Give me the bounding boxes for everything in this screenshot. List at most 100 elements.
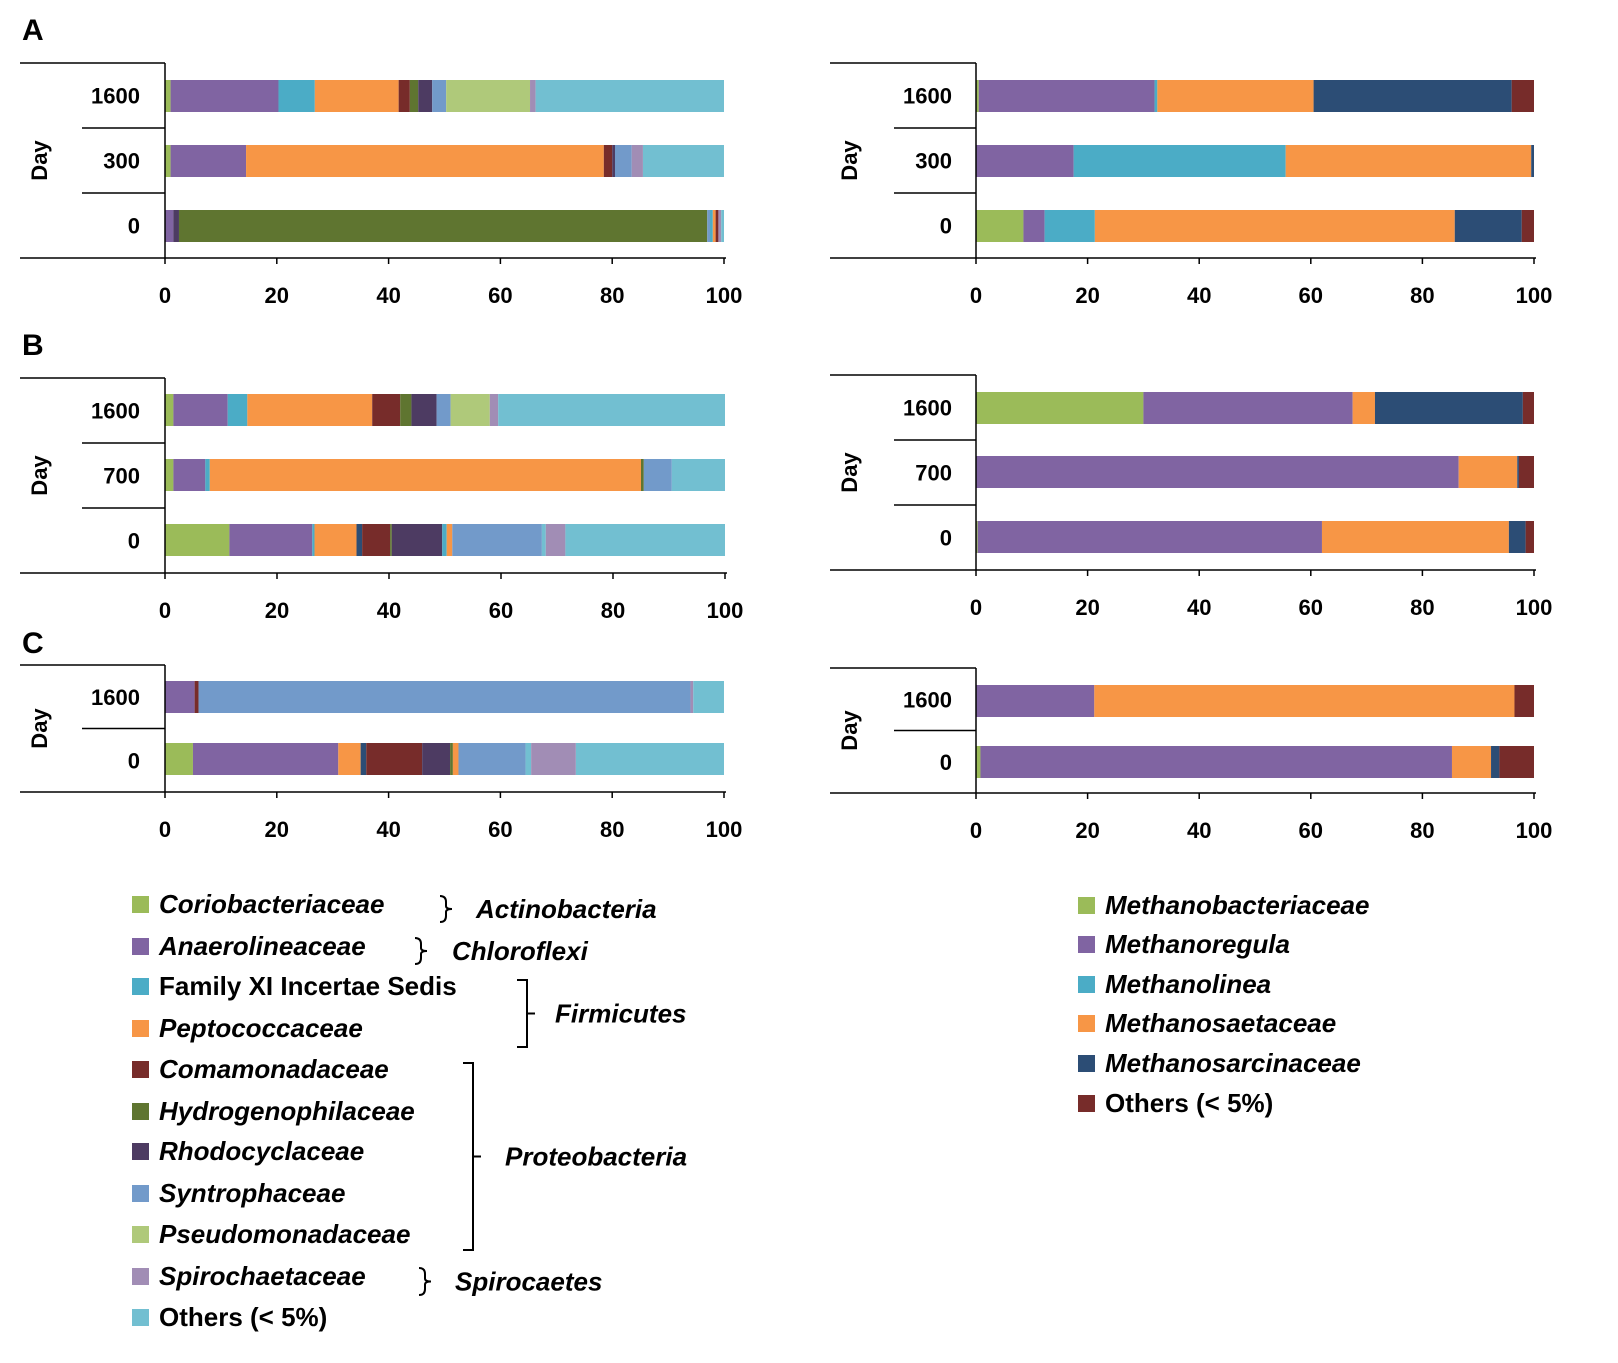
category-label: 0: [940, 750, 952, 775]
legend-brace: [414, 937, 428, 965]
category-label: 1600: [91, 84, 140, 109]
legend-label: Methanolinea: [1105, 969, 1271, 999]
legend-brace: [418, 1267, 432, 1296]
x-tick-label: 20: [265, 283, 289, 308]
bar-segment-others-5: [575, 743, 724, 775]
legend-label: Others (< 5%): [159, 1302, 327, 1332]
bar-segment-peptococcaceae: [209, 459, 642, 491]
bar-segment-coriobacteriaceae: [165, 80, 171, 112]
bar-segment-family-xi-incertae-sedis: [227, 394, 248, 426]
x-tick-label: 60: [489, 598, 513, 623]
legend-label: Others (< 5%): [1105, 1088, 1273, 1118]
bar-segment-peptococcaceae: [338, 743, 361, 775]
bar-segment-comamonadaceae: [366, 743, 423, 775]
bar-segment-others-5: [642, 145, 724, 177]
bar-segment-methanoregula: [1023, 210, 1045, 242]
category-label: 300: [103, 149, 140, 174]
bar-segment-anaerolineaceae: [165, 681, 195, 713]
bar-segment-anaerolineaceae: [173, 394, 228, 426]
bar-segment-others-5: [565, 524, 725, 556]
legend-swatch: [1078, 897, 1095, 914]
legend-label: Methanosaetaceae: [1105, 1008, 1336, 1038]
legend-swatch: [132, 1309, 149, 1326]
bar-segment-pseudomonadaceae: [450, 394, 490, 426]
category-label: 700: [915, 461, 952, 486]
bar-segment-syntrophaceae: [452, 524, 542, 556]
category-label: 1600: [903, 396, 952, 421]
bar-segment-peptococcaceae: [446, 524, 453, 556]
bar-segment-syntrophaceae: [707, 210, 711, 242]
legend-label: Peptococcaceae: [159, 1013, 363, 1043]
bar-segment-others-5: [498, 394, 725, 426]
bar-segment-syntrophaceae: [432, 80, 447, 112]
bar-segment-methanosaetaceae: [1321, 521, 1509, 553]
bar-segment-methanobacteriaceae: [976, 210, 1024, 242]
category-label: 0: [940, 526, 952, 551]
bar-segment-spirochaetaceae: [718, 210, 722, 242]
bar-segment-syntrophaceae: [458, 743, 526, 775]
x-tick-label: 40: [1187, 818, 1211, 843]
x-tick-label: 100: [1516, 818, 1553, 843]
bar-segment-peptococcaceae: [712, 210, 716, 242]
x-tick-label: 100: [1516, 283, 1553, 308]
x-tick-label: 80: [1410, 283, 1434, 308]
bar-segment-comamonadaceae: [194, 681, 199, 713]
bar-segment-methanobacteriaceae: [976, 746, 981, 778]
bar-segment-rhodocyclaceae: [418, 80, 433, 112]
legend-label: Methanoregula: [1105, 929, 1290, 959]
bar-segment-syntrophaceae: [198, 681, 691, 713]
bar-segment-methanosaetaceae: [1285, 145, 1532, 177]
bar-segment-others-5: [541, 524, 546, 556]
legend-group-label: Actinobacteria: [475, 894, 657, 924]
x-tick-label: 80: [600, 283, 624, 308]
chart-b-bacteria: 0 20 40 60 80 100 1600 700 0 Day: [20, 377, 744, 623]
bar-segment-methanoregula: [976, 145, 1074, 177]
x-tick-label: 60: [488, 283, 512, 308]
legend-swatch: [132, 1226, 149, 1243]
bar-segment-methanolinea: [1073, 145, 1286, 177]
legend-brace: [463, 1062, 481, 1251]
bar-segment-others-5: [535, 80, 724, 112]
bar-segment-methanobacteriaceae: [976, 80, 979, 112]
x-tick-label: 60: [1299, 595, 1323, 620]
chart-a-bacteria: 0 20 40 60 80 100 1600 300 0 Day: [20, 62, 742, 308]
bar-segment-methanosaetaceae: [1157, 80, 1314, 112]
legend-group-label: Proteobacteria: [505, 1142, 687, 1172]
y-axis-label: Day: [27, 140, 52, 181]
category-label: 0: [128, 748, 140, 773]
bar-segment-others-5: [1514, 685, 1534, 717]
bar-segment-family-xi-incertae-sedis: [442, 524, 447, 556]
x-tick-label: 60: [1299, 283, 1323, 308]
panel-label-c: C: [22, 627, 44, 660]
legend-swatch: [1078, 1095, 1095, 1112]
bar-segment-rhodocyclaceae: [612, 145, 615, 177]
x-tick-label: 100: [707, 598, 744, 623]
bar-segment-hydrogenophilaceae: [641, 459, 644, 491]
bar-segment-methanosaetaceae: [1352, 392, 1375, 424]
bar-segment-spirochaetaceae: [690, 681, 694, 713]
bar-segment-family-xi-incertae-sedis: [710, 210, 713, 242]
bar-segment-coriobacteriaceae: [165, 394, 174, 426]
bar-segment-anaerolineaceae: [170, 80, 279, 112]
bar-segment-others-5: [1499, 746, 1534, 778]
bar-segment-methanosaetaceae: [1094, 210, 1455, 242]
bar-segment-methanosarcinaceae: [1454, 210, 1522, 242]
bar-segment-methanoregula: [980, 746, 1452, 778]
bar-segment-others-5: [721, 210, 724, 242]
x-tick-label: 80: [1410, 595, 1434, 620]
bar-segment-peptococcaceae: [246, 145, 604, 177]
legend-swatch: [1078, 1055, 1095, 1072]
x-tick-label: 20: [265, 598, 289, 623]
category-label: 1600: [91, 399, 140, 424]
category-label: 1600: [903, 84, 952, 109]
bar-segment-methanosarcinaceae: [1531, 145, 1534, 177]
legend-label: Methanobacteriaceae: [1105, 890, 1369, 920]
chart-b-archaea: 0 20 40 60 80 100 1600 700 0 Day: [830, 374, 1552, 620]
bar-segment-others-5: [1521, 210, 1534, 242]
bar-segment-others-5: [693, 681, 724, 713]
legend-swatch: [132, 978, 149, 995]
bar-segment-methanoregula: [976, 685, 1095, 717]
bar-segment-spirochaetaceae: [530, 80, 536, 112]
bar-segment-hydrogenophilaceae: [390, 524, 392, 556]
x-tick-label: 80: [1410, 818, 1434, 843]
